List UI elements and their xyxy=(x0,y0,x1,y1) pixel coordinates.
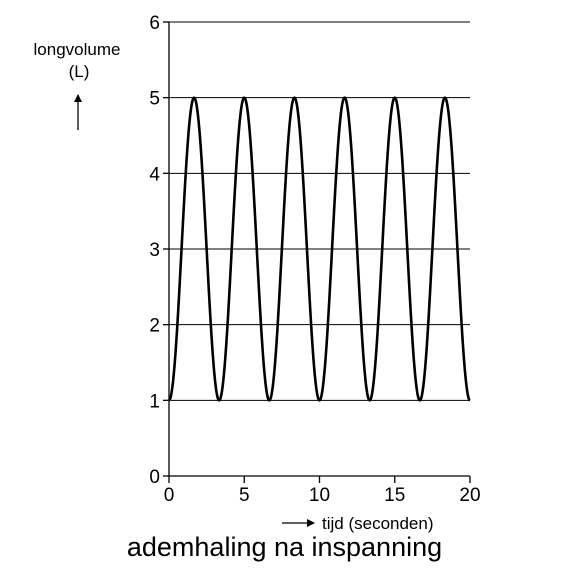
x-tick-label-20: 20 xyxy=(459,485,480,506)
chart-caption: ademhaling na inspanning xyxy=(126,532,443,562)
y-tick-label-6: 6 xyxy=(149,13,160,34)
y-tick-label-0: 0 xyxy=(149,467,160,488)
series xyxy=(168,96,471,402)
x-axis-label: tijd (seconden) xyxy=(322,514,434,533)
y-tick-label-5: 5 xyxy=(149,89,160,110)
x-tick-label-10: 10 xyxy=(309,485,330,506)
gridlines xyxy=(169,21,470,401)
tick-labels: 0 1 2 3 4 5 6 0 5 10 15 20 xyxy=(149,13,480,506)
series-line-longvolume xyxy=(168,96,471,402)
x-tick-label-5: 5 xyxy=(239,485,250,506)
y-tick-label-1: 1 xyxy=(149,391,160,412)
y-tick-label-2: 2 xyxy=(149,316,160,337)
y-axis-label-line1: longvolume xyxy=(34,40,121,59)
y-tick-label-3: 3 xyxy=(149,240,160,261)
y-tick-label-4: 4 xyxy=(149,164,160,185)
axes xyxy=(163,21,471,483)
y-axis-label-line2: (L) xyxy=(69,62,90,81)
x-tick-label-0: 0 xyxy=(164,485,175,506)
x-tick-label-15: 15 xyxy=(384,485,405,506)
